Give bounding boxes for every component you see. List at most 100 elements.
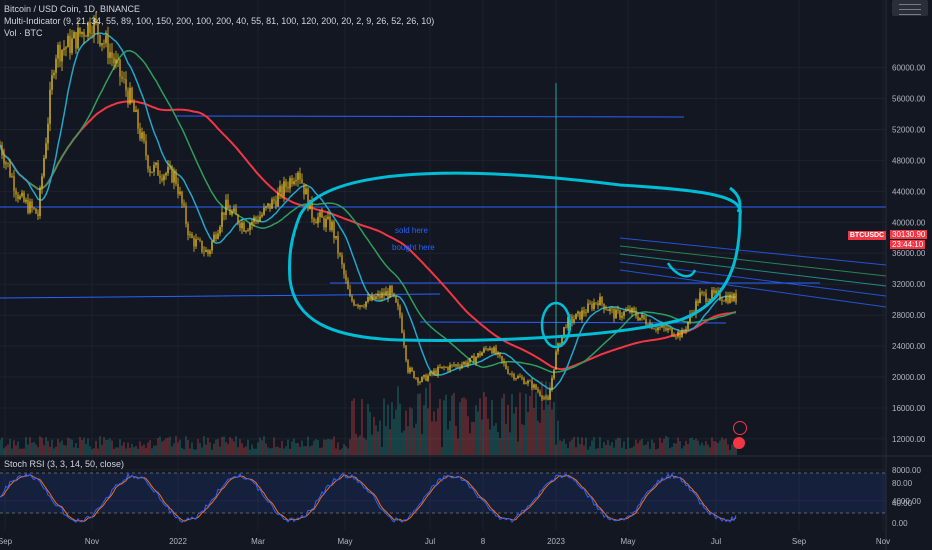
candle-body <box>359 305 361 307</box>
candle-body <box>93 18 95 34</box>
volume-bar <box>573 436 575 455</box>
candle-body <box>111 52 113 58</box>
volume-bar <box>103 437 105 455</box>
volume-bar <box>605 444 607 455</box>
volume-bar <box>677 437 679 455</box>
channel-line <box>619 253 887 287</box>
candle-body <box>559 343 561 346</box>
volume-bar <box>185 436 187 455</box>
volume-bar <box>519 392 521 455</box>
volume-bar <box>109 438 111 455</box>
symbol-title[interactable]: Bitcoin / USD Coin, 1D, BINANCE <box>4 4 141 14</box>
volume-bar <box>63 445 65 455</box>
volume-bar <box>37 447 39 455</box>
bought-annotation: bought here <box>392 243 435 252</box>
volume-bar <box>727 444 729 455</box>
candle-body <box>427 375 429 381</box>
volume-bar <box>581 437 583 455</box>
regression-channel <box>619 237 887 308</box>
volume-bar <box>585 437 587 455</box>
candle-body <box>351 296 353 301</box>
candle-body <box>541 395 543 399</box>
candle-body <box>329 216 331 230</box>
candle-body <box>303 183 305 195</box>
candle-body <box>103 43 105 44</box>
candle-body <box>131 87 133 102</box>
volume-bar <box>107 439 109 455</box>
candle-body <box>609 308 611 312</box>
candle-body <box>87 22 89 37</box>
volume-bar <box>29 437 31 455</box>
volume-bar <box>91 449 93 455</box>
volume-bar <box>225 442 227 455</box>
candle-body <box>271 199 273 209</box>
candle-body <box>575 313 577 320</box>
candle-body <box>333 221 335 239</box>
volume-bar <box>189 448 191 455</box>
volume-bar <box>539 422 541 455</box>
candle-body <box>595 302 597 304</box>
candle-body <box>231 211 233 215</box>
candle-body <box>207 249 209 254</box>
volume-bar <box>719 440 721 455</box>
candle-body <box>713 290 715 293</box>
volume-bar <box>657 448 659 455</box>
volume-bar <box>143 444 145 455</box>
volume-bar <box>11 448 13 455</box>
volume-bar <box>637 443 639 455</box>
volume-bar <box>79 436 81 455</box>
volume-bar <box>517 441 519 455</box>
candle-body <box>155 162 157 166</box>
candle-body <box>331 221 333 230</box>
candle-body <box>341 255 343 265</box>
candle-body <box>519 376 521 378</box>
candle-body <box>611 308 613 310</box>
candle-body <box>451 364 453 366</box>
candle-body <box>373 294 375 299</box>
volume-bar <box>333 436 335 455</box>
candle-body <box>81 32 83 34</box>
candle-body <box>9 163 11 177</box>
volume-bar <box>383 398 385 455</box>
volume-bar <box>679 441 681 455</box>
volume-bar <box>135 446 137 455</box>
price-tick-label: 44000.00 <box>892 187 926 196</box>
volume-bar <box>443 400 445 455</box>
volume-title[interactable]: Vol · BTC <box>4 28 43 38</box>
candle-body <box>43 158 45 177</box>
candle-body <box>141 132 143 139</box>
indicator-title[interactable]: Multi-Indicator (9, 21, 34, 55, 89, 100,… <box>4 16 435 26</box>
candle-body <box>547 396 549 400</box>
moving-averages <box>0 32 737 391</box>
candle-body <box>127 90 129 104</box>
candle-body <box>447 367 449 371</box>
candle-body <box>581 310 583 320</box>
volume-bar <box>589 446 591 455</box>
channel-line <box>619 245 887 277</box>
candle-body <box>27 199 29 213</box>
volume-bar <box>593 437 595 455</box>
time-tick-label: Sep <box>0 537 13 546</box>
volume-bar <box>419 393 421 455</box>
volume-bar <box>309 446 311 455</box>
volume-bar <box>613 447 615 455</box>
candle-body <box>345 274 347 281</box>
candle-body <box>255 217 257 220</box>
stoch-rsi-title[interactable]: Stoch RSI (3, 3, 14, 50, close) <box>4 459 125 469</box>
alert-icon[interactable] <box>733 437 745 449</box>
candle-body <box>283 181 285 196</box>
volume-bar <box>121 445 123 455</box>
volume-bar <box>47 440 49 455</box>
volume-bar <box>125 448 127 455</box>
volume-bar <box>409 407 411 455</box>
candle-body <box>235 208 237 215</box>
candle-body <box>263 207 265 215</box>
candle-body <box>591 303 593 309</box>
volume-bar <box>387 404 389 455</box>
candle-body <box>269 203 271 209</box>
volume-bar <box>77 447 79 455</box>
lightning-icon[interactable] <box>733 421 747 435</box>
candle-body <box>233 208 235 212</box>
menu-icon[interactable] <box>892 0 928 16</box>
